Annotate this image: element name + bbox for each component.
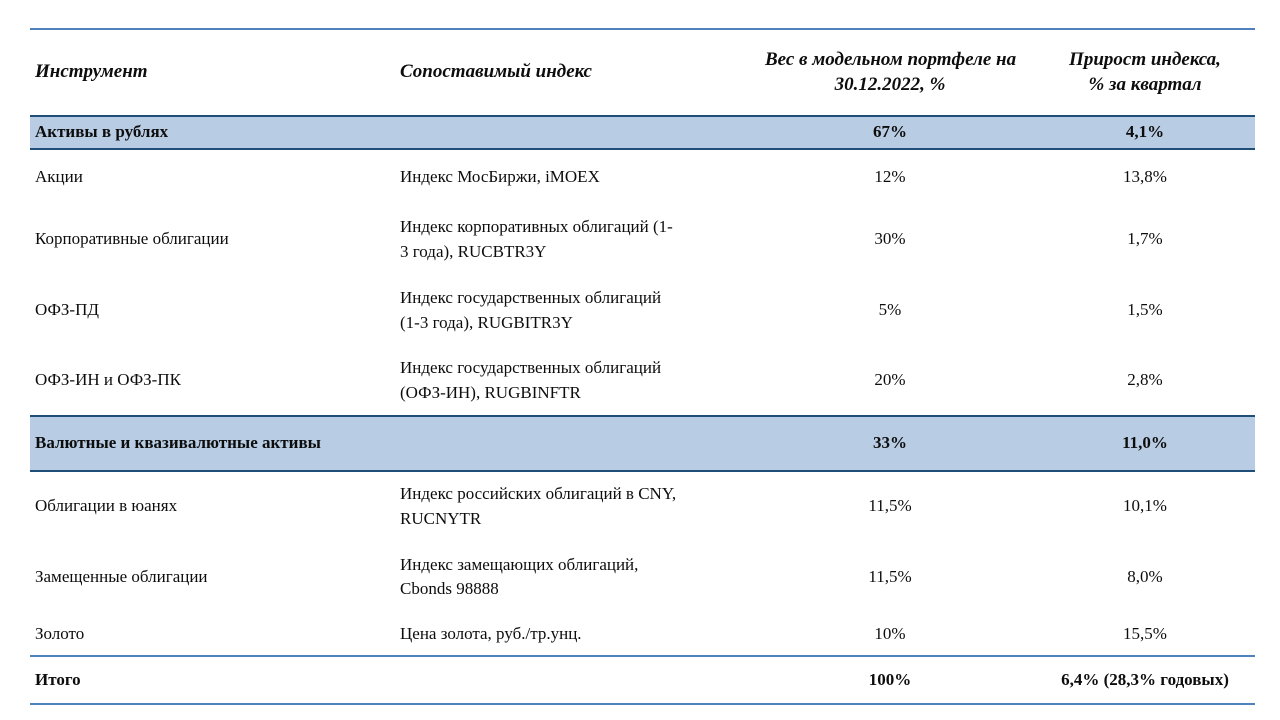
table-row-ofz-pd: ОФЗ-ПД Индекс государственных облигаций … [30, 275, 1255, 346]
cell-instrument: ОФЗ-ИН и ОФЗ-ПК [35, 370, 181, 390]
table-header-row: Инструмент Сопоставимый индекс Вес в мод… [30, 28, 1255, 116]
cell-growth: 8,0% [1127, 566, 1163, 586]
section-row-fx-assets: Валютные и квазивалютные активы 33% 11,0… [30, 415, 1255, 472]
cell-weight: 11,5% [868, 496, 912, 516]
cell-index [398, 415, 765, 472]
cell-instrument: Активы в рублях [30, 115, 398, 150]
cell-weight: 30% [874, 229, 906, 249]
cell-growth: 13,8% [1123, 166, 1167, 186]
cell-instrument: Золото [35, 623, 85, 643]
table-row-stocks: Акции Индекс МосБиржи, iMOEX 12% 13,8% [30, 149, 1255, 204]
table-row-replacement-bonds: Замещенные облигации Индекс замещающих о… [30, 541, 1255, 613]
cell-instrument: Итого [30, 655, 398, 705]
cell-index [398, 115, 765, 150]
cell-index: Индекс государственных облигаций (ОФЗ-ИН… [400, 358, 662, 402]
cell-weight: 20% [874, 370, 906, 390]
cell-instrument: Валютные и квазивалютные активы [30, 415, 398, 472]
table-row-gold: Золото Цена золота, руб./тр.унц. 10% 15,… [30, 613, 1255, 656]
col-header-index: Сопоставимый индекс [398, 28, 765, 116]
cell-growth: 15,5% [1123, 623, 1167, 643]
cell-instrument: Корпоративные облигации [35, 229, 229, 249]
portfolio-table: Инструмент Сопоставимый индекс Вес в мод… [30, 28, 1255, 705]
col-header-weight: Вес в модельном портфеле на 30.12.2022, … [765, 28, 1016, 116]
cell-growth: 2,8% [1127, 370, 1163, 390]
cell-index: Индекс корпоративных облигаций (1- 3 год… [400, 217, 673, 261]
col-header-instrument: Инструмент [30, 28, 398, 116]
cell-weight: 100% [765, 655, 1015, 705]
cell-instrument: ОФЗ-ПД [35, 300, 99, 320]
cell-weight: 11,5% [868, 566, 912, 586]
table-row-cny-bonds: Облигации в юанях Индекс российских обли… [30, 471, 1255, 541]
cell-index: Индекс российских облигаций в CNY, RUCNY… [400, 484, 677, 528]
cell-growth: 1,5% [1127, 300, 1163, 320]
table-row-corp-bonds: Корпоративные облигации Индекс корпорати… [30, 204, 1255, 275]
cell-instrument: Облигации в юанях [35, 496, 178, 516]
cell-instrument: Замещенные облигации [35, 566, 208, 586]
total-row: Итого 100% 6,4% (28,3% годовых) [30, 655, 1255, 705]
cell-index: Индекс государственных облигаций (1-3 го… [400, 288, 662, 332]
cell-instrument: Акции [35, 166, 83, 186]
table-row-ofz-in-pk: ОФЗ-ИН и ОФЗ-ПК Индекс государственных о… [30, 346, 1255, 416]
cell-growth: 11,0% [1015, 415, 1255, 472]
cell-index [398, 655, 765, 705]
cell-growth: 6,4% (28,3% годовых) [1015, 655, 1255, 705]
cell-weight: 10% [874, 623, 906, 643]
cell-growth: 10,1% [1123, 496, 1167, 516]
cell-index: Индекс МосБиржи, iMOEX [400, 166, 600, 186]
cell-growth: 4,1% [1015, 115, 1255, 150]
col-header-growth: Прирост индекса, % за квартал [1015, 28, 1255, 116]
cell-weight: 33% [765, 415, 1015, 472]
cell-index: Цена золота, руб./тр.унц. [400, 623, 582, 643]
cell-weight: 67% [765, 115, 1015, 150]
cell-weight: 12% [874, 166, 906, 186]
cell-index: Индекс замещающих облигаций, Cbonds 9888… [400, 554, 639, 598]
cell-growth: 1,7% [1127, 229, 1163, 249]
section-row-rub-assets: Активы в рублях 67% 4,1% [30, 115, 1255, 150]
cell-weight: 5% [878, 300, 902, 320]
